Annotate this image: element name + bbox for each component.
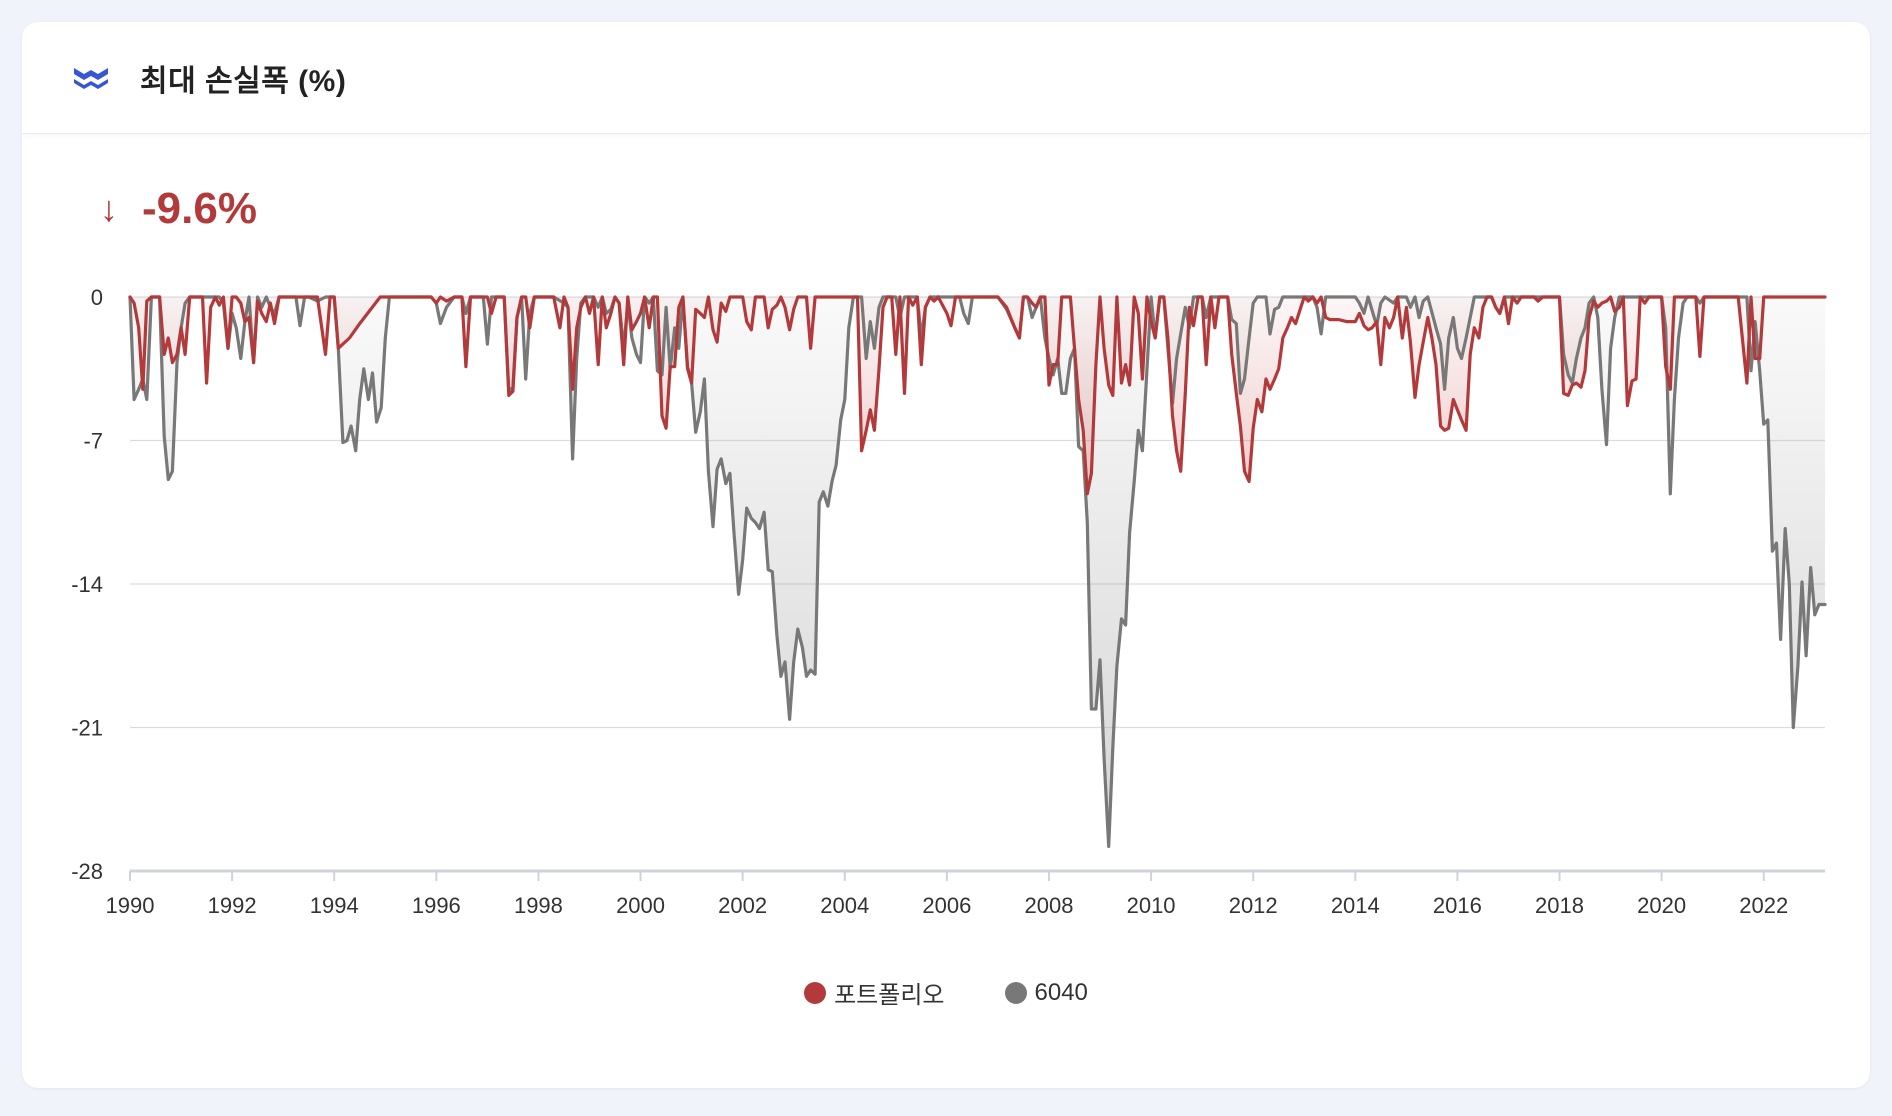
legend-item-6040[interactable]: 6040 <box>1004 978 1088 1007</box>
x-tick-label: 2020 <box>1637 893 1686 918</box>
down-arrow-icon: ↓ <box>100 188 118 229</box>
x-tick-label: 2010 <box>1127 893 1176 918</box>
x-tick-label: 1994 <box>310 893 359 918</box>
x-tick-label: 1996 <box>412 893 461 918</box>
y-tick-label: 0 <box>91 285 103 310</box>
legend-dot-portfolio <box>804 981 827 1004</box>
x-tick-label: 2018 <box>1535 893 1584 918</box>
y-tick-label: -28 <box>71 859 103 884</box>
series-line-6040 <box>128 295 1827 848</box>
legend-item-portfolio[interactable]: 포트폴리오 <box>804 975 945 1010</box>
x-tick-label: 1990 <box>106 893 155 918</box>
legend-label-portfolio: 포트폴리오 <box>834 982 945 1009</box>
drawdown-card: 최대 손실폭 (%) ↓ -9.6% <box>22 22 1870 1088</box>
chart-legend: 포트폴리오 6040 <box>0 975 1892 1010</box>
x-tick-label: 1998 <box>514 893 563 918</box>
series-line-portfolio <box>128 295 1827 496</box>
y-tick-label: -21 <box>71 716 103 741</box>
y-tick-label: -14 <box>71 572 103 597</box>
x-tick-label: 2008 <box>1024 893 1073 918</box>
x-tick-label: 2000 <box>616 893 665 918</box>
drawdown-wave-icon <box>72 64 110 92</box>
x-tick-label: 2004 <box>820 893 869 918</box>
x-tick-label: 2012 <box>1229 893 1278 918</box>
x-tick-label: 2014 <box>1331 893 1380 918</box>
x-tick-label: 1992 <box>208 893 257 918</box>
max-drawdown-headline: ↓ -9.6% <box>100 184 257 234</box>
legend-label-6040: 6040 <box>1034 978 1088 1006</box>
legend-dot-6040 <box>1004 981 1027 1004</box>
y-tick-label: -7 <box>83 429 103 454</box>
x-tick-label: 2016 <box>1433 893 1482 918</box>
x-tick-label: 2022 <box>1739 893 1788 918</box>
chart-lines <box>128 295 1827 848</box>
card-title: 최대 손실폭 (%) <box>140 64 347 98</box>
x-tick-label: 2006 <box>922 893 971 918</box>
x-tick-label: 2002 <box>718 893 767 918</box>
max-drawdown-value: -9.6% <box>142 184 257 233</box>
card-header: 최대 손실폭 (%) <box>22 22 1870 134</box>
